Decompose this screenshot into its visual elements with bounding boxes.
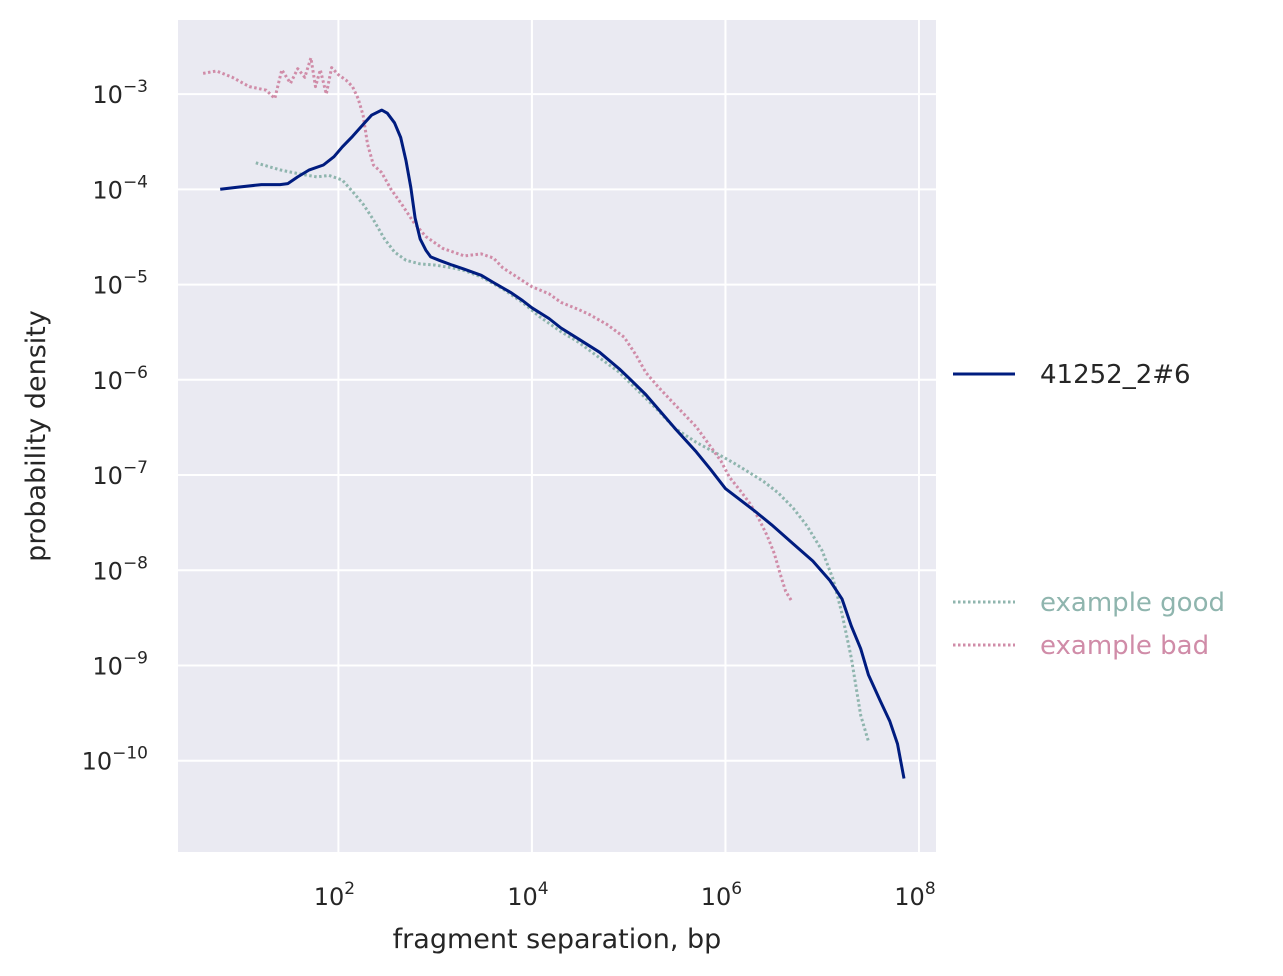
y-axis-title: probability density [21, 310, 52, 562]
series-line-example-good [255, 161, 870, 742]
y-tick-labels: 10−3 10−4 10−5 10−6 10−7 10−8 10−9 10−10 [82, 77, 148, 776]
y-tick-label: 10−3 [92, 77, 148, 109]
x-tick-label: 106 [701, 879, 742, 911]
x-axis-title: fragment separation, bp [393, 924, 722, 955]
x-tick-label: 102 [314, 879, 355, 911]
legend-label: example bad [1040, 631, 1209, 661]
x-tick-labels: 102 104 106 108 [314, 879, 936, 911]
series-layer [202, 56, 906, 779]
y-tick-label: 10−7 [92, 458, 148, 490]
plot-background [178, 20, 936, 852]
gridlines [178, 20, 936, 852]
y-tick-label: 10−8 [92, 553, 148, 585]
x-tick-label: 108 [894, 879, 935, 911]
x-tick-label: 104 [507, 879, 548, 911]
y-tick-label: 10−4 [92, 172, 148, 204]
legend-label: 41252_2#6 [1040, 360, 1191, 390]
y-tick-label: 10−10 [82, 744, 148, 776]
y-tick-label: 10−9 [92, 648, 148, 680]
y-tick-label: 10−5 [92, 268, 148, 300]
series-line-41252-2-6 [220, 108, 906, 779]
y-tick-label: 10−6 [92, 363, 148, 395]
series-line-example-bad [202, 56, 793, 602]
legend-label: example good [1040, 588, 1225, 618]
